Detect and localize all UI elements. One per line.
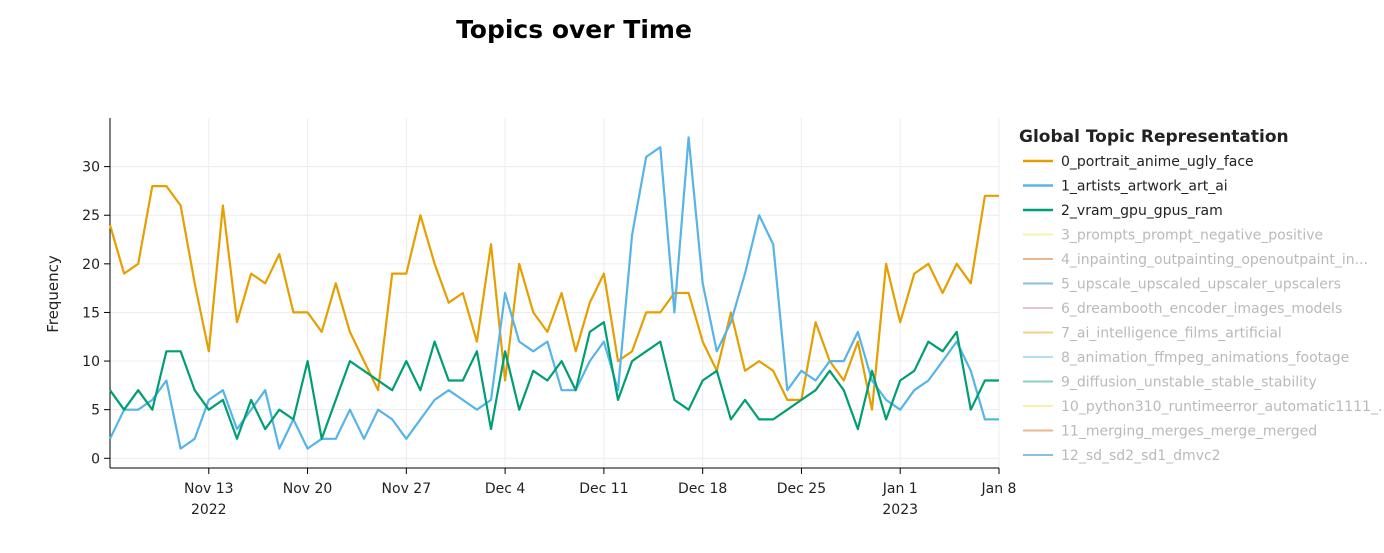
legend-item-1[interactable]: 1_artists_artwork_art_ai — [1023, 179, 1228, 195]
legend-label: 12_sd_sd2_sd1_dmvc2 — [1061, 448, 1221, 464]
y-axis-ticks: 0 5 10 15 20 25 30 — [82, 160, 110, 467]
legend-items[interactable]: 0_portrait_anime_ugly_face 1_artists_artw… — [1023, 154, 1384, 464]
y-tick-label: 0 — [91, 451, 100, 467]
legend-label: 1_artists_artwork_art_ai — [1061, 179, 1228, 195]
x-axis-ticks: Nov 13 2022 Nov 20 Nov 27 Dec 4 Dec 11 Dec 18 D… — [184, 468, 1016, 518]
x-tick-year-label: 2022 — [191, 502, 227, 518]
grid-lines — [110, 118, 1000, 468]
legend-item-11[interactable]: 11_merging_merges_merge_merged — [1023, 424, 1317, 440]
x-tick-label: Dec 18 — [678, 481, 727, 497]
legend-item-3[interactable]: 3_prompts_prompt_negative_positive — [1023, 228, 1323, 244]
legend-item-7[interactable]: 7_ai_intelligence_films_artificial — [1023, 326, 1282, 342]
y-tick-label: 5 — [91, 403, 100, 419]
legend-title: Global Topic Representation — [1019, 127, 1289, 147]
legend-label: 0_portrait_anime_ugly_face — [1061, 154, 1254, 170]
legend-item-9[interactable]: 9_diffusion_unstable_stable_stability — [1023, 375, 1317, 391]
x-tick-label: Jan 8 — [981, 481, 1017, 497]
x-tick-label: Nov 27 — [382, 481, 432, 497]
x-tick-label: Nov 13 — [184, 481, 234, 497]
y-tick-label: 10 — [82, 354, 100, 370]
legend-label: 8_animation_ffmpeg_animations_footage — [1061, 350, 1349, 366]
legend-label: 10_python310_runtimeerror_automatic1111_… — [1061, 399, 1384, 415]
legend-item-8[interactable]: 8_animation_ffmpeg_animations_footage — [1023, 350, 1349, 366]
legend[interactable]: Global Topic Representation 0_portrait_a… — [1019, 127, 1384, 464]
legend-label: 7_ai_intelligence_films_artificial — [1061, 326, 1282, 342]
x-tick-label: Dec 25 — [777, 481, 826, 497]
y-tick-label: 15 — [82, 305, 100, 321]
legend-item-0[interactable]: 0_portrait_anime_ugly_face — [1023, 154, 1254, 170]
x-tick-year-label: 2023 — [882, 502, 918, 518]
x-tick-label: Dec 4 — [485, 481, 526, 497]
legend-label: 11_merging_merges_merge_merged — [1061, 424, 1317, 440]
legend-label: 6_dreambooth_encoder_images_models — [1061, 301, 1342, 317]
series-line-0 — [108, 185, 999, 411]
legend-item-2[interactable]: 2_vram_gpu_gpus_ram — [1023, 203, 1223, 219]
legend-label: 4_inpainting_outpainting_openoutpaint_in… — [1061, 252, 1368, 268]
y-tick-label: 25 — [82, 208, 100, 224]
series-line-2 — [109, 321, 999, 440]
legend-item-5[interactable]: 5_upscale_upscaled_upscaler_upscalers — [1023, 277, 1341, 293]
y-tick-label: 20 — [82, 257, 100, 273]
x-tick-label: Dec 11 — [579, 481, 628, 497]
legend-item-10[interactable]: 10_python310_runtimeerror_automatic1111_… — [1023, 399, 1384, 415]
legend-label: 5_upscale_upscaled_upscaler_upscalers — [1061, 277, 1341, 293]
x-tick-label: Jan 1 — [882, 481, 918, 497]
legend-label: 9_diffusion_unstable_stable_stability — [1061, 375, 1317, 391]
legend-label: 2_vram_gpu_gpus_ram — [1061, 203, 1223, 219]
series-line-1 — [109, 136, 999, 450]
legend-label: 3_prompts_prompt_negative_positive — [1061, 228, 1323, 244]
x-tick-label: Nov 20 — [283, 481, 333, 497]
y-tick-label: 30 — [82, 160, 100, 176]
legend-item-12[interactable]: 12_sd_sd2_sd1_dmvc2 — [1023, 448, 1221, 464]
series-lines — [108, 136, 999, 450]
y-axis-label: Frequency — [44, 255, 62, 333]
legend-item-4[interactable]: 4_inpainting_outpainting_openoutpaint_in… — [1023, 252, 1368, 268]
legend-item-6[interactable]: 6_dreambooth_encoder_images_models — [1023, 301, 1342, 317]
chart-title: Topics over Time — [456, 15, 692, 44]
